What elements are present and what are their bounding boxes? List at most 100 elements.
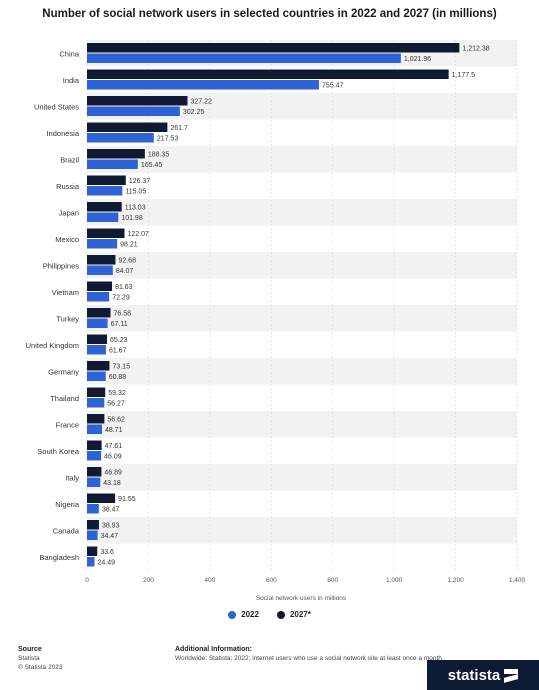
- bar-2027: [87, 520, 99, 530]
- x-axis-ticks: 0 200 400 600 800 1,000 1,200 1,400: [85, 577, 525, 584]
- value-label-2027: 188.35: [148, 152, 170, 159]
- value-label-2022: 61.67: [109, 348, 127, 355]
- category-label: Germany: [48, 367, 79, 376]
- value-label-2022: 60.88: [109, 374, 127, 381]
- additional-info-text: Worldwide; Statista; 2022; internet user…: [175, 655, 442, 662]
- bar-2027: [87, 334, 108, 344]
- category-label: United Kingdom: [26, 341, 79, 350]
- bar-2022: [87, 318, 108, 328]
- source-name[interactable]: Statista: [18, 655, 40, 662]
- x-axis-label: Social network users in millions: [256, 595, 347, 602]
- bar-2022: [87, 530, 98, 540]
- category-label: Thailand: [50, 394, 79, 403]
- value-label-2027: 38.93: [102, 523, 120, 530]
- x-tick-label: 200: [143, 577, 154, 584]
- value-label-2022: 165.45: [141, 162, 163, 169]
- value-label-2027: 56.62: [107, 417, 125, 424]
- category-label: Turkey: [56, 314, 79, 323]
- bar-2022: [87, 239, 118, 249]
- bar-2027: [87, 228, 125, 238]
- bars: [87, 43, 460, 567]
- value-label-2022: 43.18: [103, 480, 121, 487]
- x-tick-label: 600: [266, 577, 277, 584]
- x-tick-label: 1,000: [386, 577, 403, 584]
- bar-2022: [87, 345, 106, 355]
- bar-2027: [87, 308, 111, 318]
- value-label-2027: 59.32: [108, 390, 126, 397]
- value-label-2027: 126.37: [129, 178, 151, 185]
- bar-2027: [87, 149, 145, 159]
- value-label-2022: 115.05: [125, 189, 146, 196]
- additional-info-heading: Additional Information:: [175, 646, 252, 653]
- category-label: Canada: [53, 526, 80, 535]
- category-label: Mexico: [55, 235, 79, 244]
- row-band: [87, 464, 517, 491]
- value-label-2027: 1,177.5: [452, 72, 475, 79]
- value-label-2022: 84.07: [116, 268, 134, 275]
- bar-2027: [87, 43, 460, 53]
- x-tick-label: 1,400: [509, 577, 526, 584]
- value-label-2022: 56.27: [107, 401, 125, 408]
- row-band: [87, 199, 517, 226]
- value-label-2022: 72.29: [112, 295, 130, 302]
- bar-2027: [87, 202, 122, 212]
- x-tick-label: 400: [204, 577, 215, 584]
- category-label: South Korea: [37, 447, 80, 456]
- bar-2022: [87, 477, 101, 487]
- source-heading: Source: [18, 646, 42, 653]
- bar-2022: [87, 557, 95, 567]
- legend-label-2027: 2027*: [289, 610, 311, 619]
- bar-2022: [87, 292, 110, 302]
- bar-2027: [87, 175, 126, 185]
- value-label-2022: 34.47: [101, 533, 119, 540]
- value-label-2027: 1,212.38: [462, 46, 489, 53]
- category-label: India: [63, 76, 80, 85]
- category-label: Nigeria: [55, 500, 80, 509]
- category-label: Russia: [56, 182, 80, 191]
- value-label-2027: 92.68: [118, 258, 136, 265]
- legend: 2022 2027*: [0, 610, 539, 619]
- bar-2022: [87, 451, 102, 461]
- row-band: [87, 358, 517, 385]
- value-label-2027: 91.55: [118, 496, 136, 503]
- bar-2027: [87, 440, 102, 450]
- value-label-2022: 46.09: [104, 454, 122, 461]
- value-label-2027: 261.7: [170, 125, 188, 132]
- bar-2027: [87, 493, 116, 503]
- value-label-2022: 101.98: [121, 215, 143, 222]
- category-label: Bangladesh: [39, 553, 79, 562]
- value-label-2022: 302.25: [183, 109, 205, 116]
- row-band: [87, 305, 517, 332]
- bar-2027: [87, 281, 113, 291]
- value-label-2027: 65.23: [110, 337, 128, 344]
- category-label: Japan: [59, 208, 79, 217]
- legend-item-2022[interactable]: 2022: [228, 610, 259, 619]
- bar-2027: [87, 387, 106, 397]
- bar-2027: [87, 467, 102, 477]
- bar-2027: [87, 546, 98, 556]
- value-label-2022: 48.71: [105, 427, 123, 434]
- row-band: [87, 411, 517, 438]
- legend-dot-2027: [276, 610, 285, 619]
- value-label-2027: 33.6: [100, 549, 114, 556]
- category-label: United States: [34, 102, 79, 111]
- bar-chart: China 1,212.38 1,021.96 India 1,177.5 755.47 U…: [26, 40, 526, 602]
- bar-2022: [87, 186, 123, 196]
- category-label: Italy: [65, 473, 79, 482]
- category-label: Indonesia: [46, 129, 79, 138]
- legend-label-2022: 2022: [241, 610, 259, 619]
- bar-2027: [87, 361, 110, 371]
- bar-2027: [87, 414, 105, 424]
- category-label: Philippines: [43, 261, 80, 270]
- bar-2022: [87, 398, 105, 408]
- source-block: Source Statista © Statista 2023: [18, 645, 63, 672]
- bar-2027: [87, 122, 168, 132]
- category-label: Vietnam: [52, 288, 79, 297]
- brand-name: statista: [447, 666, 501, 684]
- statista-logo[interactable]: statista: [427, 660, 539, 690]
- legend-item-2027[interactable]: 2027*: [276, 610, 311, 619]
- x-tick-label: 0: [85, 577, 89, 584]
- value-label-2022: 755.47: [322, 83, 344, 90]
- value-label-2027: 81.63: [115, 284, 133, 291]
- value-label-2022: 217.53: [157, 136, 179, 143]
